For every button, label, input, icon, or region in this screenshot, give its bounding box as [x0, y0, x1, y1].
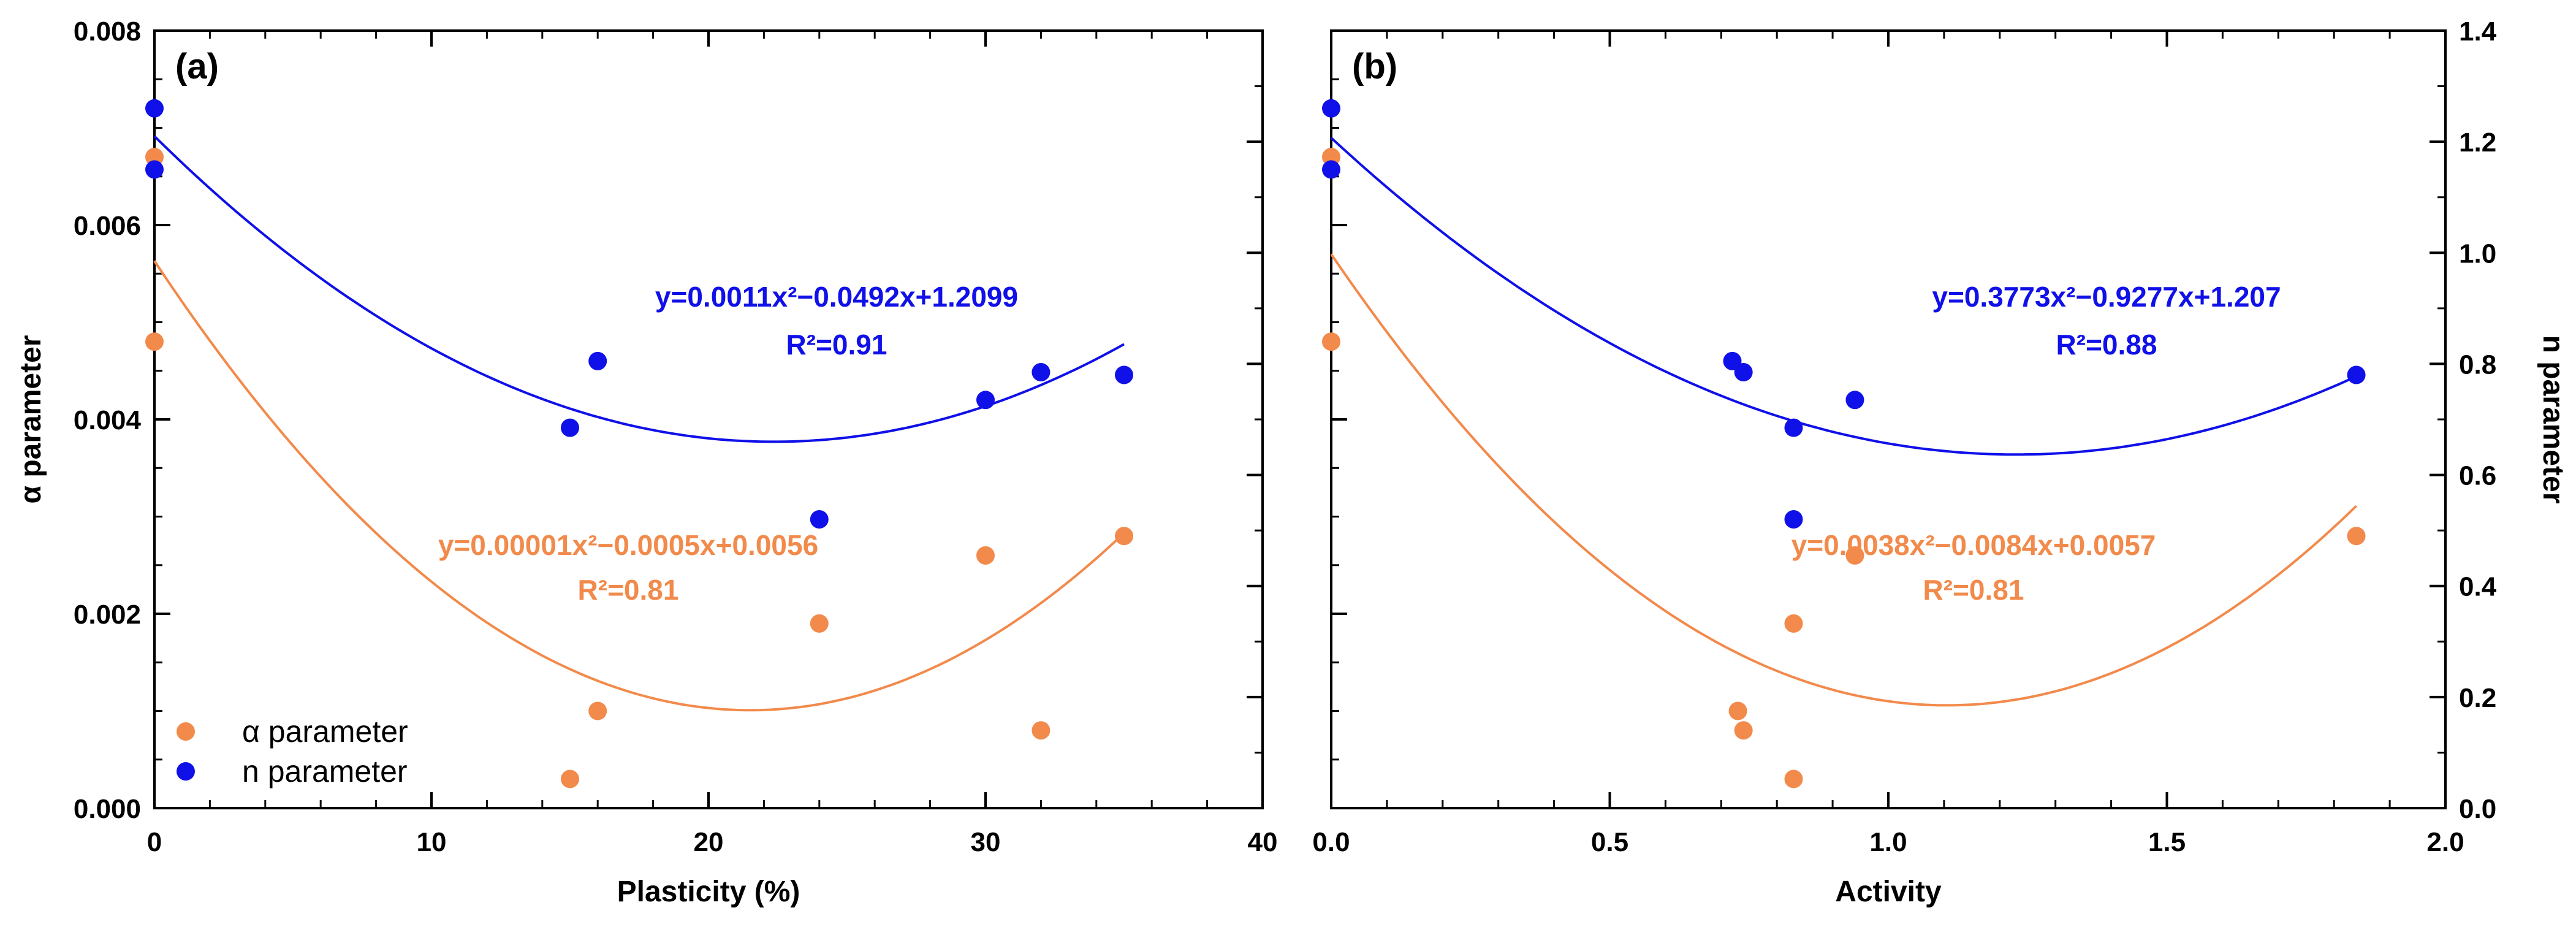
x-tick-label: 1.5	[2148, 827, 2186, 857]
panel-b: 0.0 0.5 1.0 1.5 2.0 Activity 0.0 0.2 0.4 0.6 0.8 1.…	[1312, 17, 2569, 908]
y-right-tick-label: 1.4	[2459, 17, 2497, 47]
x-tick-label: 0.0	[1312, 827, 1350, 857]
panel-a: 0 10 20 30 40 Plasticity (%) 0.000 0.002 0.004 0.…	[15, 17, 1277, 908]
n-fit-curve	[1330, 137, 2357, 456]
n-data-point	[561, 418, 579, 437]
y-right-tick-label: 0.4	[2459, 572, 2497, 602]
n-fit-equation: y=0.0011x²−0.0492x+1.2099	[655, 281, 1018, 313]
n-data-point	[810, 510, 829, 529]
legend-alpha-marker	[177, 722, 195, 741]
y-left-tick-label: 0.008	[74, 17, 141, 47]
alpha-data-point	[1728, 701, 1747, 720]
y-right-tick-label: 0.0	[2459, 794, 2496, 824]
n-data-point	[145, 160, 164, 179]
alpha-data-point	[810, 614, 829, 633]
n-data-point	[1322, 99, 1340, 118]
y-right-tick-label: 0.8	[2459, 350, 2496, 380]
y-left-tick-label: 0.006	[74, 211, 141, 241]
n-fit-equation: y=0.3773x²−0.9277x+1.207	[1932, 281, 2281, 313]
alpha-data-point	[1322, 332, 1340, 351]
n-fit-r2: R²=0.88	[2056, 329, 2157, 361]
n-fit-curve	[153, 135, 1125, 443]
y-left-axis-title: α parameter	[15, 335, 47, 504]
panel-label: (b)	[1352, 47, 1397, 86]
n-data-point	[2347, 365, 2366, 384]
alpha-fit-equation: y=0.0038x²−0.0084x+0.0057	[1791, 529, 2156, 561]
alpha-data-point	[976, 546, 995, 565]
legend-n-label: n parameter	[242, 754, 408, 789]
y-right-axis-title: n parameter	[2537, 335, 2569, 504]
alpha-data-point	[1784, 770, 1803, 789]
n-data-point	[588, 351, 607, 370]
plot-frame	[153, 29, 1264, 809]
alpha-data-point	[588, 701, 607, 720]
y-left-tick-label: 0.004	[74, 405, 142, 435]
n-data-point	[976, 391, 995, 410]
x-tick-label: 20	[694, 827, 724, 857]
alpha-fit-curve	[153, 260, 1125, 712]
legend-alpha-label: α parameter	[242, 714, 408, 749]
alpha-data-point	[2347, 527, 2366, 546]
y-right-tick-label: 0.2	[2459, 683, 2496, 713]
x-tick-label: 1.0	[1869, 827, 1907, 857]
y-right-tick-label: 1.2	[2459, 128, 2496, 158]
y-left-tick-label: 0.002	[74, 600, 141, 630]
n-data-point	[1032, 363, 1051, 382]
n-data-point	[1723, 351, 1742, 370]
alpha-fit-r2: R²=0.81	[578, 574, 679, 606]
x-axis-title: Plasticity (%)	[617, 876, 800, 908]
n-data-point	[1115, 365, 1133, 384]
x-axis-title: Activity	[1835, 876, 1942, 908]
x-tick-label: 0	[147, 827, 162, 857]
x-tick-label: 40	[1248, 827, 1278, 857]
alpha-fit-r2: R²=0.81	[1923, 574, 2024, 606]
y-left-tick-label: 0.000	[74, 794, 141, 824]
legend-n-marker	[177, 762, 195, 781]
alpha-fit-curve	[1330, 253, 2357, 707]
alpha-data-point	[1115, 527, 1133, 546]
x-tick-label: 30	[971, 827, 1001, 857]
alpha-fit-equation: y=0.00001x²−0.0005x+0.0056	[438, 529, 818, 561]
n-data-point	[1784, 510, 1803, 529]
y-right-tick-label: 1.0	[2459, 239, 2496, 269]
legend: α parameter n parameter	[177, 714, 408, 789]
alpha-data-point	[1032, 721, 1051, 740]
n-data-point	[1845, 391, 1864, 410]
n-data-point	[1784, 418, 1803, 437]
y-right-tick-label: 0.6	[2459, 461, 2496, 491]
x-tick-label: 2.0	[2426, 827, 2464, 857]
n-data-point	[1734, 363, 1753, 382]
alpha-data-point	[145, 332, 164, 351]
x-tick-label: 0.5	[1591, 827, 1628, 857]
panel-label: (a)	[175, 47, 219, 86]
n-data-point	[145, 99, 164, 118]
alpha-data-point	[1734, 721, 1753, 740]
n-fit-r2: R²=0.91	[786, 329, 887, 361]
n-data-point	[1322, 160, 1340, 179]
x-tick-label: 10	[417, 827, 447, 857]
plot-frame	[1330, 29, 2447, 809]
alpha-data-point	[1784, 614, 1803, 633]
alpha-data-point	[561, 770, 579, 789]
alpha-data-point	[1845, 546, 1864, 565]
